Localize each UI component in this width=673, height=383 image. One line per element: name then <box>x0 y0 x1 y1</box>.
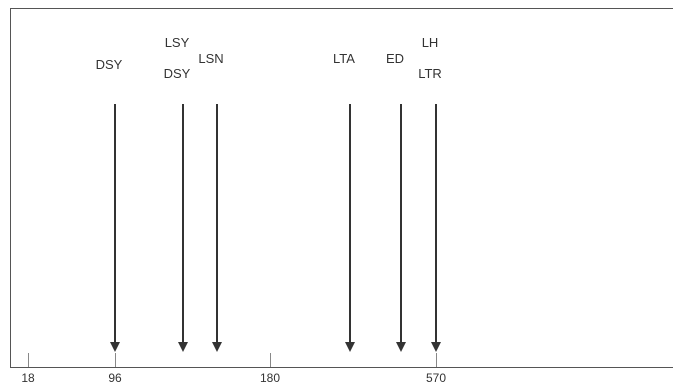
event-label: DSY <box>96 57 123 72</box>
event-label: ED <box>386 51 404 66</box>
event-arrows: DSY LSY DSY LSN LTA ED LH LTR <box>96 35 442 352</box>
axis-tick-label: 570 <box>426 371 446 383</box>
event-arrow: LSN <box>198 51 224 352</box>
event-label: LSN <box>198 51 223 66</box>
event-arrow: ED <box>386 51 406 352</box>
event-arrow: LTA <box>333 51 355 352</box>
axis-tick-label: 180 <box>260 371 280 383</box>
arrow-head <box>178 342 188 352</box>
frame <box>10 8 673 368</box>
axis-tick-label: 18 <box>21 371 35 383</box>
event-label: LSY <box>165 35 190 50</box>
event-arrow: LSY DSY <box>164 35 191 352</box>
event-label: LH <box>422 35 439 50</box>
event-arrow: LH LTR <box>418 35 442 352</box>
arrow-head <box>212 342 222 352</box>
event-label: LTA <box>333 51 355 66</box>
axis-ticks: 18 96 180 570 <box>21 353 446 383</box>
event-arrow: DSY <box>96 57 123 352</box>
event-label: LTR <box>418 66 442 81</box>
arrow-head <box>431 342 441 352</box>
arrow-head <box>110 342 120 352</box>
event-label: DSY <box>164 66 191 81</box>
axis-tick-label: 96 <box>108 371 122 383</box>
arrow-head <box>396 342 406 352</box>
arrow-head <box>345 342 355 352</box>
